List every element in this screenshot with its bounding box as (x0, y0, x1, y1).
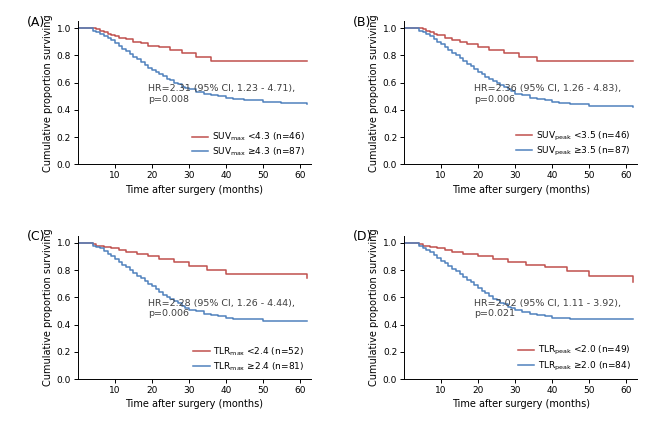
Legend: TLR$_{\mathrm{max}}$ <2.4 (n=52), TLR$_{\mathrm{max}}$ ≥2.4 (n=81): TLR$_{\mathrm{max}}$ <2.4 (n=52), TLR$_{… (192, 344, 306, 374)
Legend: SUV$_{\mathrm{peak}}$ <3.5 (n=46), SUV$_{\mathrm{peak}}$ ≥3.5 (n=87): SUV$_{\mathrm{peak}}$ <3.5 (n=46), SUV$_… (514, 128, 632, 160)
Text: (B): (B) (353, 16, 371, 29)
Text: (C): (C) (27, 230, 46, 243)
X-axis label: Time after surgery (months): Time after surgery (months) (125, 184, 263, 195)
X-axis label: Time after surgery (months): Time after surgery (months) (452, 399, 590, 409)
Text: HR=2.28 (95% CI, 1.26 - 4.44),
p=0.006: HR=2.28 (95% CI, 1.26 - 4.44), p=0.006 (148, 299, 294, 318)
X-axis label: Time after surgery (months): Time after surgery (months) (452, 184, 590, 195)
Text: (A): (A) (27, 16, 45, 29)
Y-axis label: Cumulative proportion surviving: Cumulative proportion surviving (42, 14, 53, 172)
Text: HR=2.36 (95% CI, 1.26 - 4.83),
p=0.006: HR=2.36 (95% CI, 1.26 - 4.83), p=0.006 (474, 84, 621, 104)
Y-axis label: Cumulative proportion surviving: Cumulative proportion surviving (369, 229, 378, 386)
Legend: SUV$_{\mathrm{max}}$ <4.3 (n=46), SUV$_{\mathrm{max}}$ ≥4.3 (n=87): SUV$_{\mathrm{max}}$ <4.3 (n=46), SUV$_{… (190, 129, 306, 160)
Legend: TLR$_{\mathrm{peak}}$ <2.0 (n=49), TLR$_{\mathrm{peak}}$ ≥2.0 (n=84): TLR$_{\mathrm{peak}}$ <2.0 (n=49), TLR$_… (516, 343, 632, 374)
X-axis label: Time after surgery (months): Time after surgery (months) (125, 399, 263, 409)
Text: HR=2.31 (95% CI, 1.23 - 4.71),
p=0.008: HR=2.31 (95% CI, 1.23 - 4.71), p=0.008 (148, 84, 295, 104)
Text: HR=2.02 (95% CI, 1.11 - 3.92),
p=0.021: HR=2.02 (95% CI, 1.11 - 3.92), p=0.021 (474, 299, 621, 318)
Y-axis label: Cumulative proportion surviving: Cumulative proportion surviving (369, 14, 378, 172)
Text: (D): (D) (353, 230, 372, 243)
Y-axis label: Cumulative proportion surviving: Cumulative proportion surviving (42, 229, 53, 386)
